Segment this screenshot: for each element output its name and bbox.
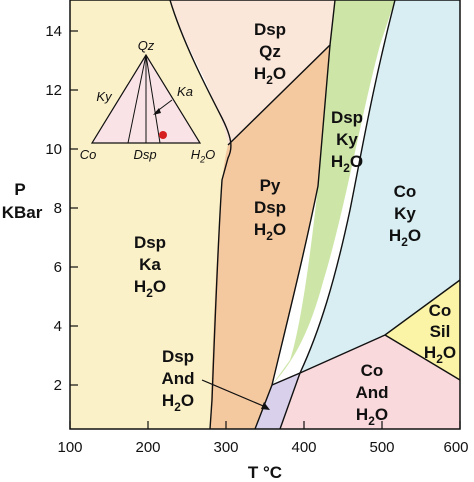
label-py-dsp-h2o: Py Dsp H2O bbox=[254, 176, 286, 243]
label-line-h2o: H2O bbox=[331, 152, 363, 175]
label-line-h2o: H2O bbox=[389, 226, 421, 249]
axis-ticks bbox=[69, 30, 461, 429]
dsp-and-leader-arrow bbox=[201, 379, 270, 410]
label-line: Qz bbox=[259, 42, 281, 61]
label-line: Co bbox=[361, 361, 384, 380]
label-line: Dsp bbox=[254, 198, 286, 217]
label-line: Dsp bbox=[331, 108, 363, 127]
label-line: Dsp bbox=[254, 20, 286, 39]
label-line: Dsp bbox=[162, 347, 194, 366]
label-line-h2o: H2O bbox=[356, 405, 388, 428]
label-line: Py bbox=[260, 176, 281, 195]
field-co-ky-h2o bbox=[300, 0, 460, 373]
label-line: And bbox=[355, 383, 388, 402]
label-line-h2o: H2O bbox=[162, 391, 194, 414]
label-line: Co bbox=[394, 182, 417, 201]
label-line: Ka bbox=[139, 255, 161, 274]
y-tick-4: 4 bbox=[54, 318, 62, 335]
y-tick-2: 2 bbox=[54, 377, 62, 394]
x-tick-400: 400 bbox=[291, 439, 316, 456]
label-line-h2o: H2O bbox=[254, 220, 286, 243]
boundary-lines bbox=[169, 0, 461, 430]
ternary-label-ka: Ka bbox=[177, 84, 193, 99]
ternary-inset: Qz Ky Ka Co Dsp H2O bbox=[80, 38, 216, 165]
label-dsp-ky-h2o: Dsp Ky H2O bbox=[331, 108, 363, 175]
boundary-py-and bbox=[271, 372, 301, 386]
ternary-tielines bbox=[127, 54, 161, 144]
label-co-and-h2o: Co And H2O bbox=[355, 361, 388, 428]
y-axis-title-p: P bbox=[14, 180, 25, 199]
y-tick-8: 8 bbox=[54, 200, 62, 217]
ternary-label-dsp: Dsp bbox=[133, 147, 156, 162]
label-line: Sil bbox=[430, 322, 451, 341]
field-dsp-ky-h2o bbox=[272, 0, 395, 385]
label-line: Ky bbox=[394, 204, 416, 223]
boundary-ky-co bbox=[279, 0, 396, 430]
x-tick-600: 600 bbox=[443, 439, 468, 456]
label-co-sil-h2o: Co Sil H2O bbox=[424, 301, 456, 366]
y-tick-14: 14 bbox=[45, 23, 62, 40]
ternary-label-h2o: H2O bbox=[191, 147, 216, 165]
field-co-sil-h2o bbox=[385, 280, 460, 380]
y-tick-6: 6 bbox=[54, 259, 62, 276]
ternary-composition-point bbox=[159, 131, 167, 139]
boundary-ka-qz-left bbox=[169, 0, 232, 430]
boundary-py-ky bbox=[254, 44, 331, 430]
ternary-label-ky: Ky bbox=[96, 89, 113, 104]
field-co-and-h2o bbox=[280, 335, 460, 429]
label-line: Dsp bbox=[134, 233, 166, 252]
label-line: And bbox=[161, 369, 194, 388]
x-tick-100: 100 bbox=[57, 439, 82, 456]
x-tick-500: 500 bbox=[369, 439, 394, 456]
label-dsp-qz-h2o: Dsp Qz H2O bbox=[254, 20, 286, 87]
x-tick-300: 300 bbox=[213, 439, 238, 456]
y-axis-title-kbar: KBar bbox=[2, 203, 43, 222]
field-py-dsp-h2o bbox=[210, 45, 330, 429]
y-tick-10: 10 bbox=[45, 141, 62, 158]
field-dsp-ka-h2o bbox=[70, 0, 231, 429]
x-axis-title: T °C bbox=[248, 463, 282, 482]
ternary-label-qz: Qz bbox=[138, 38, 155, 53]
label-line: Ky bbox=[336, 130, 358, 149]
field-dsp-qz-h2o bbox=[170, 0, 335, 145]
label-line-h2o: H2O bbox=[424, 343, 456, 366]
label-dsp-and-h2o: Dsp And H2O bbox=[161, 347, 194, 414]
label-line-h2o: H2O bbox=[134, 277, 166, 300]
y-tick-12: 12 bbox=[45, 82, 62, 99]
label-line-h2o: H2O bbox=[254, 64, 286, 87]
x-tick-200: 200 bbox=[135, 439, 160, 456]
label-co-ky-h2o: Co Ky H2O bbox=[389, 182, 421, 249]
boundary-sil-and bbox=[384, 334, 461, 381]
plot-frame bbox=[69, 0, 461, 430]
label-dsp-ka-h2o: Dsp Ka H2O bbox=[134, 233, 166, 300]
field-dsp-and-h2o bbox=[255, 373, 300, 429]
label-line: Co bbox=[429, 301, 452, 320]
ternary-pointer-arrow bbox=[153, 99, 173, 115]
ternary-label-co: Co bbox=[80, 147, 97, 162]
